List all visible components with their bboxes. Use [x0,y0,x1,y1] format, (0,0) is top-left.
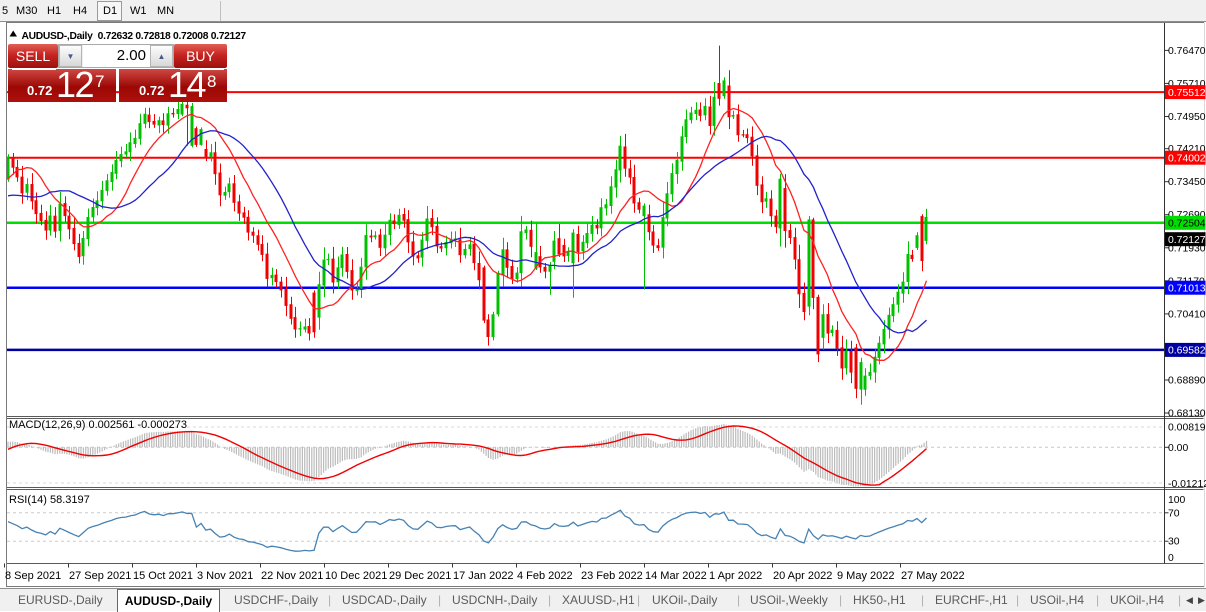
svg-text:MACD(12,26,9) 0.002561 -0.0002: MACD(12,26,9) 0.002561 -0.000273 [9,419,187,431]
svg-text:0.76470: 0.76470 [1168,46,1206,57]
svg-text:-0.01212: -0.01212 [1168,479,1206,490]
svg-text:0: 0 [1168,553,1174,564]
svg-text:0.74950: 0.74950 [1168,112,1206,123]
svg-text:70: 70 [1168,508,1180,519]
svg-text:15 Oct 2021: 15 Oct 2021 [133,570,193,582]
svg-text:0.68890: 0.68890 [1168,376,1206,387]
svg-text:0.74210: 0.74210 [1168,144,1206,155]
svg-text:0.72504: 0.72504 [1168,219,1206,230]
svg-text:30: 30 [1168,537,1180,548]
svg-text:0.72127: 0.72127 [1168,235,1206,246]
svg-text:17 Jan 2022: 17 Jan 2022 [453,570,514,582]
svg-text:0.68130: 0.68130 [1168,409,1206,420]
svg-text:9 May 2022: 9 May 2022 [837,570,894,582]
svg-text:100: 100 [1168,495,1186,506]
svg-text:0.75710: 0.75710 [1168,79,1206,90]
svg-text:27 May 2022: 27 May 2022 [901,570,965,582]
svg-text:0.71013: 0.71013 [1168,284,1206,295]
svg-text:AUDUSD-,Daily 0.72632 0.72818: AUDUSD-,Daily 0.72632 0.72818 0.72008 0.… [22,31,247,42]
svg-text:0.75512: 0.75512 [1168,88,1206,99]
svg-text:8 Sep 2021: 8 Sep 2021 [5,570,61,582]
svg-text:22 Nov 2021: 22 Nov 2021 [261,570,323,582]
svg-text:1 Apr 2022: 1 Apr 2022 [709,570,762,582]
svg-text:0.008197: 0.008197 [1168,423,1206,434]
svg-text:29 Dec 2021: 29 Dec 2021 [389,570,451,582]
svg-text:RSI(14) 58.3197: RSI(14) 58.3197 [9,494,90,506]
svg-text:4 Feb 2022: 4 Feb 2022 [517,570,573,582]
svg-text:10 Dec 2021: 10 Dec 2021 [325,570,387,582]
svg-text:27 Sep 2021: 27 Sep 2021 [69,570,131,582]
svg-text:20 Apr 2022: 20 Apr 2022 [773,570,832,582]
svg-text:0.00: 0.00 [1168,443,1188,454]
svg-text:0.74002: 0.74002 [1168,154,1206,165]
svg-text:14 Mar 2022: 14 Mar 2022 [645,570,707,582]
svg-text:0.70410: 0.70410 [1168,309,1206,320]
svg-text:0.69582: 0.69582 [1168,346,1206,357]
svg-text:3 Nov 2021: 3 Nov 2021 [197,570,253,582]
svg-text:0.73450: 0.73450 [1168,177,1206,188]
svg-text:23 Feb 2022: 23 Feb 2022 [581,570,643,582]
svg-text:0.71930: 0.71930 [1168,243,1206,254]
svg-text:0.72690: 0.72690 [1168,210,1206,221]
